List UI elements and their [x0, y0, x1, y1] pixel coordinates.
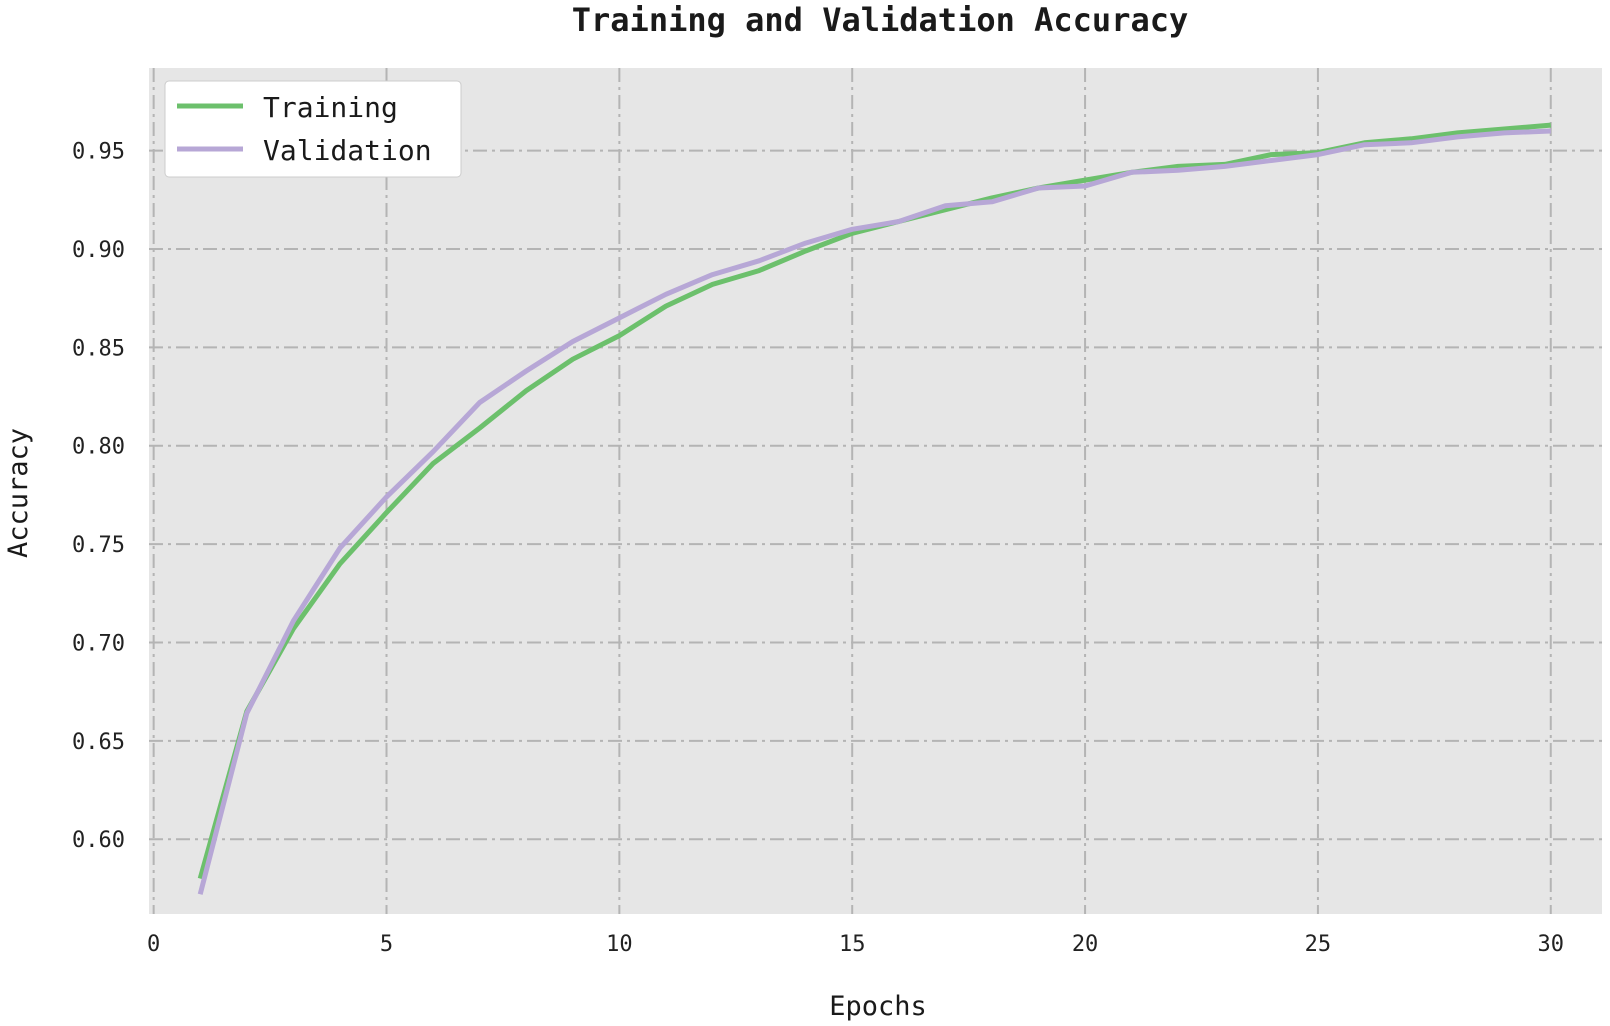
- y-tick-labels: 0.60 0.65 0.70 0.75 0.80 0.85 0.90 0.95: [72, 140, 125, 854]
- y-tick-label: 0.80: [72, 435, 125, 460]
- x-tick-label: 25: [1305, 932, 1332, 957]
- legend-label-validation: Validation: [263, 134, 432, 167]
- y-tick-label: 0.90: [72, 238, 125, 263]
- plot-area: [149, 68, 1602, 914]
- x-tick-label: 30: [1538, 932, 1565, 957]
- x-tick-label: 5: [380, 932, 393, 957]
- x-tick-label: 15: [839, 932, 866, 957]
- y-tick-label: 0.85: [72, 336, 125, 361]
- y-axis-label: Accuracy: [3, 428, 34, 558]
- y-tick-label: 0.60: [72, 828, 125, 853]
- x-tick-label: 20: [1072, 932, 1099, 957]
- y-tick-label: 0.95: [72, 140, 125, 165]
- y-tick-label: 0.70: [72, 631, 125, 656]
- x-axis-label: Epochs: [829, 991, 927, 1022]
- chart-title: Training and Validation Accuracy: [572, 1, 1189, 39]
- x-tick-label: 10: [606, 932, 633, 957]
- y-tick-label: 0.75: [72, 533, 125, 558]
- y-tick-label: 0.65: [72, 730, 125, 755]
- legend-label-training: Training: [263, 91, 398, 124]
- series-line-validation: [197, 128, 1551, 895]
- series-lines: [197, 122, 1552, 895]
- x-gridlines: [152, 68, 1552, 914]
- legend: Training Validation: [164, 80, 462, 178]
- x-tick-label: 0: [147, 932, 160, 957]
- x-tick-labels: 0 5 10 15 20 25 30: [147, 932, 1564, 957]
